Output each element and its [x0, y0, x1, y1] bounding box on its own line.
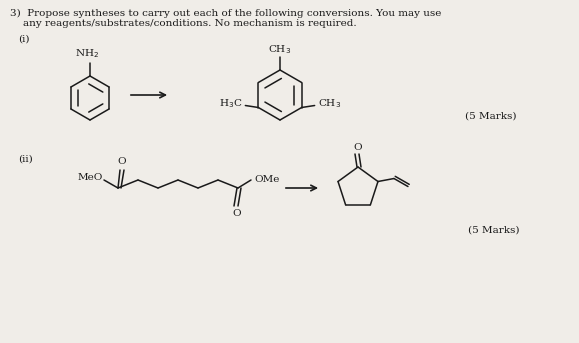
Text: 3)  Propose syntheses to carry out each of the following conversions. You may us: 3) Propose syntheses to carry out each o…: [10, 9, 441, 18]
Text: (i): (i): [18, 35, 30, 44]
Text: O: O: [233, 210, 241, 218]
Text: O: O: [118, 157, 126, 166]
Text: O: O: [354, 142, 362, 152]
Text: OMe: OMe: [254, 175, 280, 184]
Text: any reagents/substrates/conditions. No mechanism is required.: any reagents/substrates/conditions. No m…: [10, 19, 357, 28]
Text: (ii): (ii): [18, 155, 33, 164]
Text: CH$_3$: CH$_3$: [318, 97, 341, 110]
Text: (5 Marks): (5 Marks): [465, 112, 516, 121]
Text: NH$_2$: NH$_2$: [75, 48, 99, 60]
Text: CH$_3$: CH$_3$: [269, 44, 292, 56]
Text: MeO: MeO: [78, 174, 102, 182]
Text: H$_3$C: H$_3$C: [219, 97, 242, 110]
Text: (5 Marks): (5 Marks): [468, 226, 519, 235]
